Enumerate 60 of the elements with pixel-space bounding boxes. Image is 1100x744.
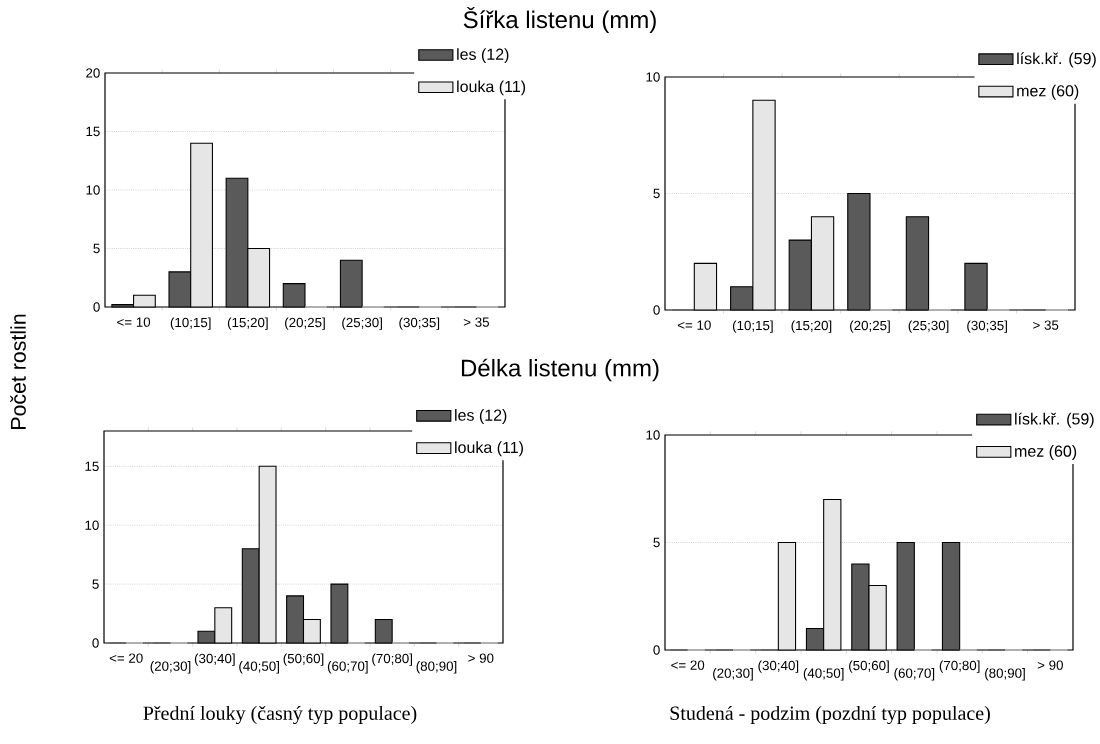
text: Studená - podzim (pozdní typ populace) [670,705,990,725]
legend-label: louka (11) [455,441,523,457]
text: Délka listenu (mm) [461,358,659,382]
x-tick-label: (15;20] [791,320,832,333]
y-tick-label: 15 [85,461,99,471]
x-tick-label: > 90 [1037,660,1063,670]
x-tick-label: <= 20 [671,660,705,670]
x-tick-label: (30;40] [194,653,235,666]
y-tick-label: 5 [93,243,100,254]
legend-label: les (12) [455,409,507,424]
y-tick-label: 10 [646,430,660,440]
legend-label: lísk.kř. (59) [1017,52,1096,68]
x-tick-label: (70;80] [372,653,412,666]
x-tick-label: (30;35] [399,317,440,330]
text: Šířka listenu (mm) [463,7,656,33]
y-tick-label: 15 [86,126,100,137]
legend-label: mez (60) [1015,445,1077,460]
x-tick-label: (60;70] [327,661,368,674]
x-tick-label: (40;50] [239,661,279,674]
y-tick-label: 0 [93,302,100,312]
x-tick-label: > 90 [468,653,494,663]
x-tick-label: (20;25] [285,317,325,330]
x-tick-label: > 35 [463,317,490,327]
x-tick-label: (80;90] [985,668,1025,681]
x-tick-label: (50;60] [849,660,889,673]
y-tick-label: 0 [653,645,660,655]
x-tick-label: (10;15] [170,317,211,330]
x-tick-label: <= 10 [677,320,711,330]
x-tick-label: <= 20 [109,653,143,663]
x-tick-label: (30;35] [967,320,1007,333]
x-tick-label: (20;25] [850,320,890,333]
x-tick-label: (40;50] [803,668,844,681]
x-tick-label: (30;40] [758,660,799,673]
x-tick-label: > 35 [1033,320,1059,330]
x-tick-label: (15;20] [227,317,268,330]
x-tick-label: <= 10 [117,317,151,327]
x-tick-label: (70;80] [939,660,980,673]
y-tick-label: 20 [86,68,100,78]
x-tick-label: (25;30] [342,317,382,330]
x-tick-label: (60;70] [894,668,935,681]
y-axis-title: Počet rostlin [10,314,26,429]
x-tick-label: (20;30] [713,668,753,681]
legend-label: les (12) [457,48,509,64]
legend-label: lísk.kř. (59) [1015,412,1094,428]
x-tick-label: (25;30] [908,320,949,333]
x-tick-label: (20;30] [150,661,191,674]
y-tick-label: 5 [92,579,99,589]
y-tick-label: 10 [86,185,100,195]
legend-label: louka (11) [457,80,526,96]
y-tick-label: 0 [653,305,660,315]
y-tick-label: 5 [653,188,660,199]
y-tick-label: 0 [92,638,99,648]
x-tick-label: (80;90] [416,661,457,674]
y-tick-label: 10 [646,72,660,82]
text: Přední louky (časný typ populace) [143,705,417,725]
legend-label: mez (60) [1017,84,1079,100]
y-tick-label: 10 [85,520,99,530]
y-tick-label: 5 [653,537,660,548]
x-tick-label: (50;60] [283,653,324,666]
x-tick-label: (10;15] [732,320,773,333]
